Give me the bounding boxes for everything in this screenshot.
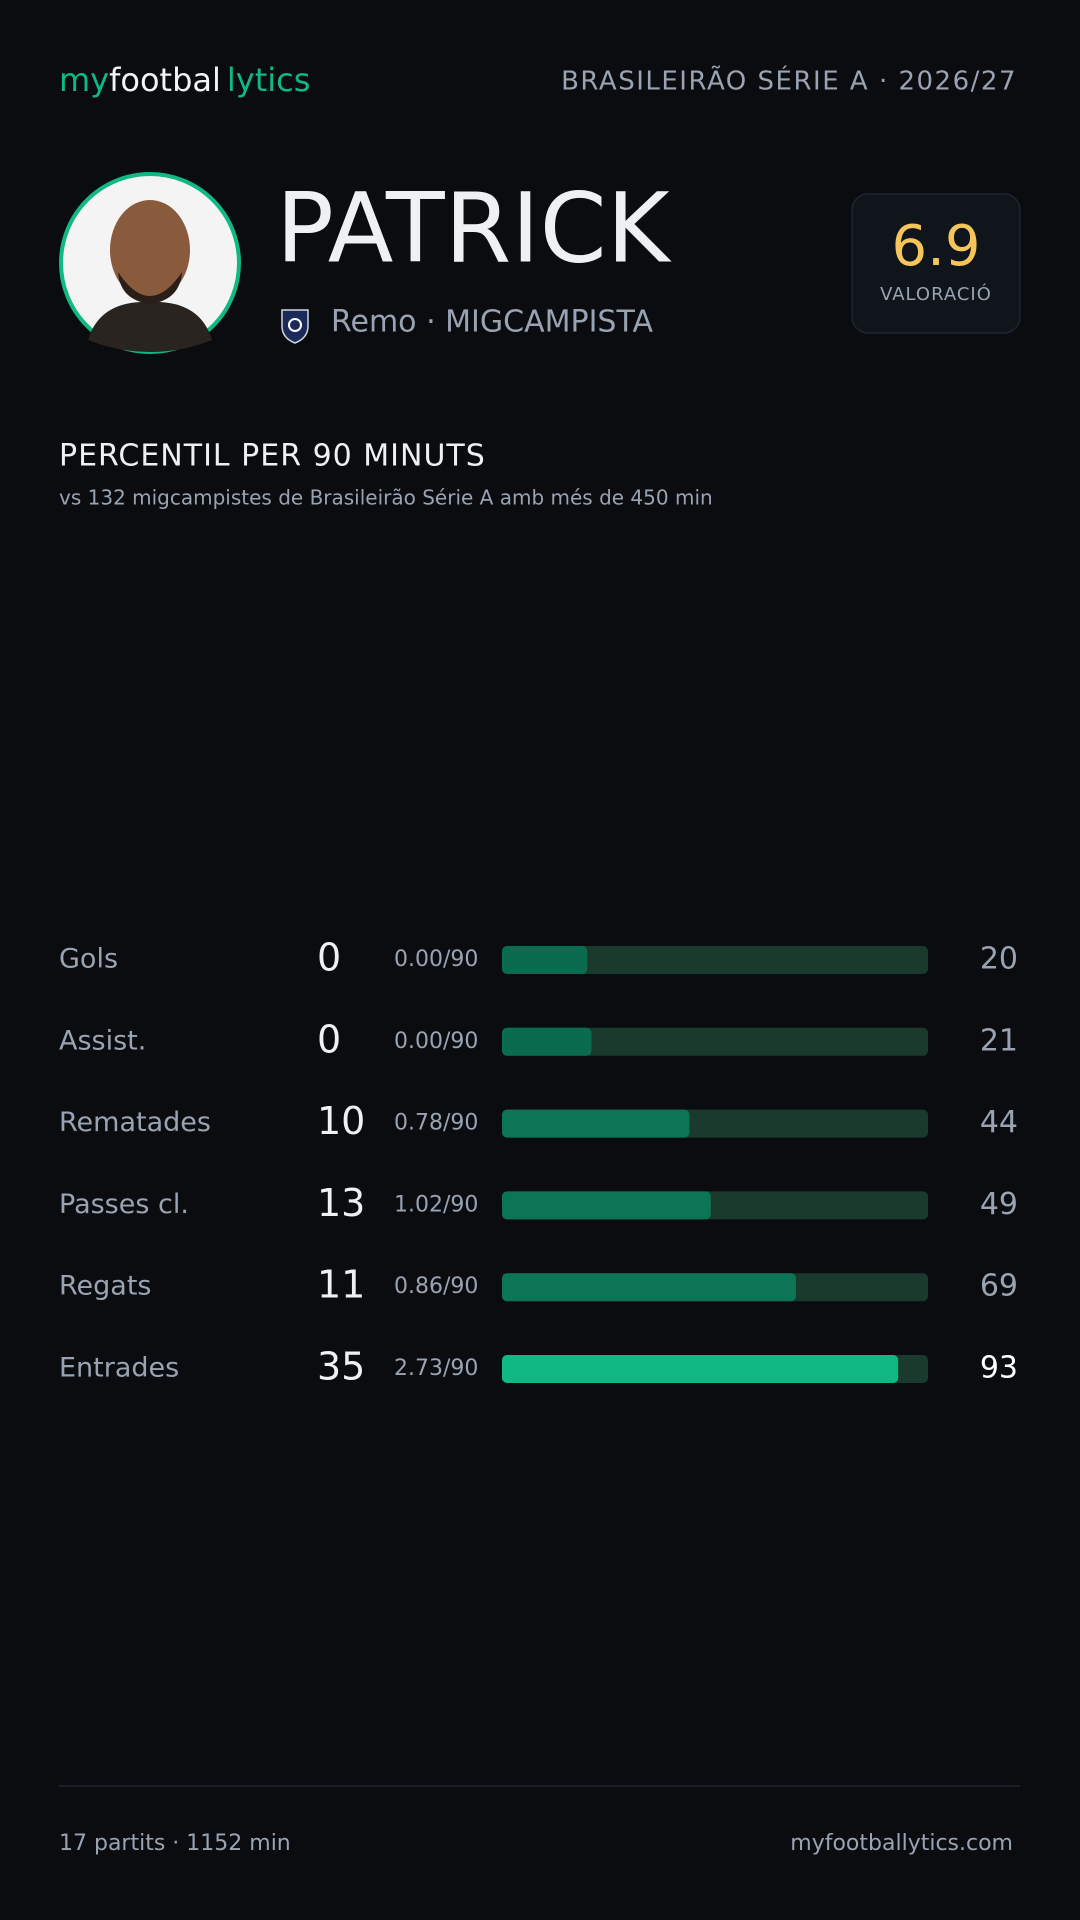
footer-url: myfootballytics.com [790, 1831, 1013, 1856]
bar-track [502, 946, 928, 974]
player-subtitle: Remo · MIGCAMPISTA [331, 305, 653, 340]
avatar [59, 172, 241, 354]
percentile-value: 93 [980, 1351, 1018, 1386]
percentile-bar [502, 946, 588, 974]
percentile-value: 20 [980, 942, 1018, 977]
avatar-head [110, 200, 190, 300]
logo: myfootbal lytics [59, 61, 310, 99]
percentile-bar [502, 1191, 711, 1220]
percentile-value: 44 [980, 1105, 1018, 1140]
stat-total: 35 [317, 1345, 365, 1389]
rating-label: VALORACIÓ [880, 283, 992, 305]
stat-per90: 0.86/90 [394, 1274, 478, 1299]
stat-total: 10 [317, 1099, 365, 1143]
logo-part: footbal [109, 61, 221, 99]
stat-label: Assist. [59, 1025, 146, 1056]
stat-total: 0 [317, 1017, 341, 1061]
percentile-bar [502, 1273, 796, 1302]
stat-rows: Gols 0 0.00/90 20 Assist. 0 0.00/90 21 Rematades… [59, 936, 1018, 1389]
rating: 6.9 [891, 214, 980, 279]
stat-per90: 0.00/90 [394, 947, 478, 972]
rating-box [851, 193, 1021, 334]
stat-per90: 2.73/90 [394, 1356, 478, 1381]
stat-per90: 1.02/90 [394, 1192, 478, 1217]
stat-label: Passes cl. [59, 1189, 189, 1220]
avatar-shoulders [88, 301, 212, 352]
footer-summary: 17 partits · 1152 min [59, 1831, 291, 1856]
stat-total: 13 [317, 1181, 365, 1225]
bar-track [502, 1027, 928, 1056]
avatar-beard [118, 272, 182, 304]
percentile-bar [502, 1355, 899, 1383]
percentile-value: 21 [980, 1023, 1018, 1058]
logo-part: my [59, 61, 109, 99]
stat-per90: 0.00/90 [394, 1029, 478, 1054]
percentile-value: 49 [980, 1187, 1018, 1222]
league: BRASILEIRÃO SÉRIE A · 2026/27 [561, 65, 1017, 97]
stat-per90: 0.78/90 [394, 1111, 478, 1136]
percentile-value: 69 [980, 1269, 1018, 1304]
player-name: PATRICK [276, 172, 672, 284]
section-title: PERCENTIL PER 90 MINUTS [59, 439, 486, 474]
stat-label: Regats [59, 1271, 152, 1302]
club-badge [281, 309, 309, 344]
logo-part: lytics [227, 61, 311, 99]
stat-label: Entrades [59, 1353, 179, 1384]
stat-total: 0 [317, 936, 341, 980]
stat-label: Gols [59, 944, 118, 975]
stat-total: 11 [317, 1263, 365, 1307]
percentile-bar [502, 1109, 690, 1138]
section-subtitle: vs 132 migcampistes de Brasileirão Série… [59, 486, 713, 510]
percentile-bar [502, 1027, 592, 1056]
stat-label: Rematades [59, 1107, 211, 1138]
